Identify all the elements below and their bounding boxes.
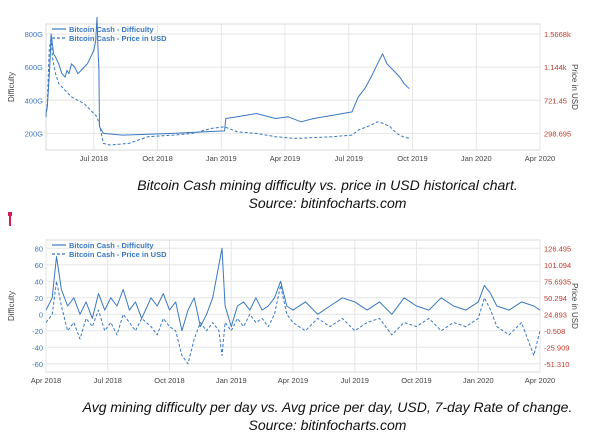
top-y-left-tick: 600G	[25, 63, 44, 72]
bottom-x-tick: Apr 2020	[525, 376, 555, 385]
caption-top: Bitcoin Cash mining difficulty vs. price…	[40, 176, 615, 212]
bottom-y-left-label: Difficulty	[7, 291, 16, 321]
bottom-y-right-label: Price in USD	[570, 283, 579, 329]
caption-top-source: Source: bitinfocharts.com	[248, 195, 407, 211]
difficulty-price-chart: 200G 400G 600G 800G 298.695 721.45 1.144k 1.566…	[7, 16, 579, 163]
bottom-y-right-tick: 126.495	[544, 244, 571, 253]
top-x-tick: Jul 2019	[335, 154, 363, 163]
caption-top-title: Bitcoin Cash mining difficulty vs. price…	[137, 177, 518, 193]
top-y-right-tick: 298.695	[544, 129, 571, 138]
top-y-right-tick: 1.144k	[544, 63, 567, 72]
bottom-y-right-tick: -25.909	[544, 343, 569, 352]
top-x-tick: Apr 2019	[270, 154, 300, 163]
caption-bottom: Avg mining difficulty per day vs. Avg pr…	[40, 398, 615, 434]
bottom-x-tick: Jul 2019	[341, 376, 369, 385]
top-series-line-1	[45, 16, 410, 136]
bottom-y-right-tick: 50.294	[544, 294, 567, 303]
bottom-x-tick: Apr 2018	[31, 376, 61, 385]
bottom-legend-entry-2: Bitcoin Cash - Price in USD	[69, 250, 167, 259]
bottom-x-tick: Oct 2019	[401, 376, 431, 385]
bottom-y-left-tick: -20	[32, 327, 43, 336]
top-y-right-tick: 721.45	[544, 96, 567, 105]
top-legend-entry-2: Bitcoin Cash - Price in USD	[69, 34, 167, 43]
bottom-y-left-tick: 60	[35, 261, 43, 270]
top-x-tick: Apr 2020	[525, 154, 555, 163]
bottom-y-left-tick: 0	[39, 310, 43, 319]
bottom-x-tick: Jan 2019	[216, 376, 247, 385]
top-y-left-tick: 800G	[25, 30, 44, 39]
top-y-left-tick: 200G	[25, 129, 44, 138]
bottom-series-line-1	[45, 247, 541, 332]
bottom-x-tick: Jul 2018	[94, 376, 122, 385]
top-y-right-tick: 1.5668k	[544, 30, 571, 39]
bottom-y-left-tick: 20	[35, 294, 43, 303]
bottom-y-right-tick: 75.6935	[544, 277, 571, 286]
bottom-y-left-tick: -40	[32, 343, 43, 352]
bottom-x-tick: Apr 2019	[278, 376, 308, 385]
rate-of-change-chart: -60 -40 -20 0 20 40 60 80 -51.310 -25.909 -0.508 24…	[7, 239, 579, 385]
caption-bottom-source: Source: bitinfocharts.com	[248, 417, 407, 433]
bottom-y-left-tick: 40	[35, 277, 43, 286]
top-series-line-2	[45, 36, 410, 146]
bottom-y-left-tick: 80	[35, 244, 43, 253]
caption-bottom-title: Avg mining difficulty per day vs. Avg pr…	[82, 399, 573, 415]
bottom-y-right-tick: 24.893	[544, 310, 567, 319]
bottom-y-left-tick: -60	[32, 360, 43, 369]
bottom-y-right-tick: -51.310	[544, 360, 569, 369]
top-y-right-label: Price in USD	[570, 64, 579, 110]
top-y-left-label: Difficulty	[7, 72, 16, 102]
bottom-y-right-tick: 101.094	[544, 261, 571, 270]
top-y-left-tick: 400G	[25, 96, 44, 105]
top-x-tick: Jan 2020	[461, 154, 492, 163]
top-x-tick: Jul 2018	[80, 154, 108, 163]
top-legend-entry-1: Bitcoin Cash - Difficulty	[69, 25, 154, 34]
bottom-x-tick: Jan 2020	[463, 376, 494, 385]
section-marker	[8, 212, 12, 226]
bottom-series-line-2	[45, 280, 541, 365]
bottom-x-tick: Oct 2018	[154, 376, 184, 385]
top-x-tick: Oct 2019	[397, 154, 427, 163]
top-x-tick: Jan 2019	[206, 154, 237, 163]
bottom-y-right-tick: -0.508	[544, 327, 565, 336]
bottom-legend-entry-1: Bitcoin Cash - Difficulty	[69, 241, 154, 250]
top-x-tick: Oct 2018	[142, 154, 172, 163]
